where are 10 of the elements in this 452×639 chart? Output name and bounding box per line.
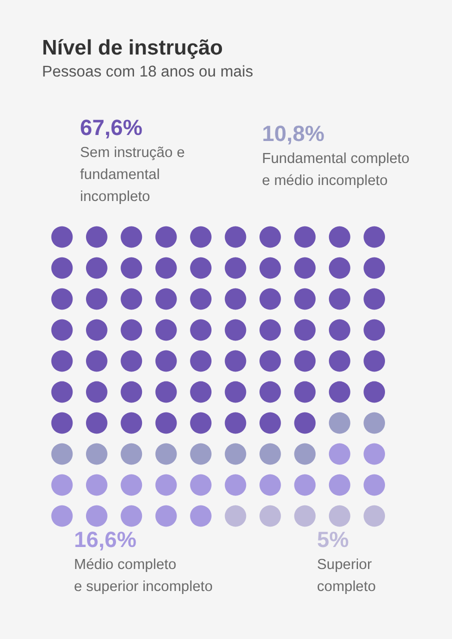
text: Nível de instrução: [42, 36, 223, 60]
data-label: 16,6%: [74, 527, 136, 552]
category-label: Superior completo: [317, 557, 376, 595]
data-label: 5%: [317, 527, 349, 552]
data-label: 10,8%: [262, 121, 324, 146]
category-label: Médio completo e superior incompleto: [74, 557, 213, 595]
category-label: Fundamental completo e médio incompleto: [262, 151, 410, 189]
category-label: Sem instrução e fundamental incompleto: [80, 145, 185, 205]
text: Pessoas com 18 anos ou mais: [42, 64, 254, 80]
data-label: 67,6%: [80, 115, 142, 140]
